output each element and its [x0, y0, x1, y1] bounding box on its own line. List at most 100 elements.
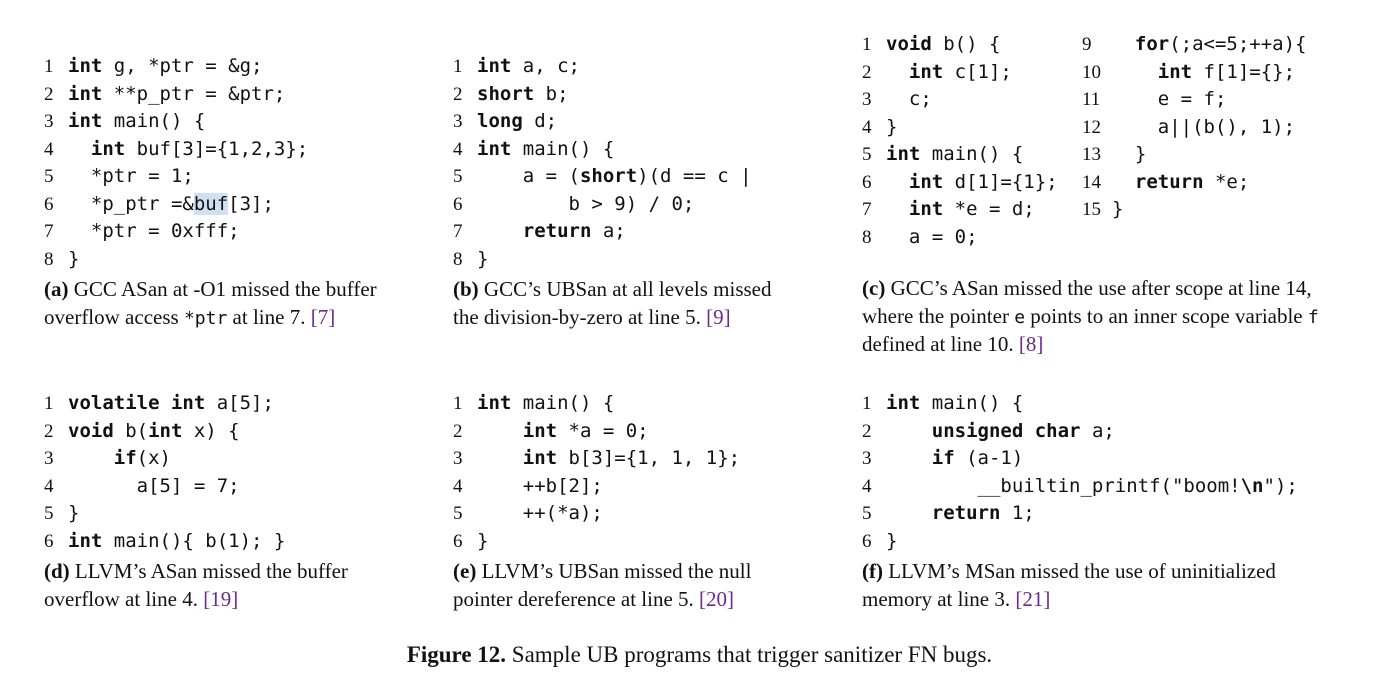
code-text: (;a<=5;++a){: [1169, 33, 1307, 55]
code-keyword: return: [522, 220, 592, 242]
code-text: c;: [886, 88, 932, 110]
citation-link[interactable]: [9]: [706, 304, 731, 329]
code-keyword: int: [522, 447, 558, 469]
code-keyword: long: [477, 110, 523, 132]
code-text: a = (: [477, 165, 580, 187]
line-number: 4: [453, 475, 463, 497]
panel-c: 1 void b() {2 int c[1]; 3 c; 4} 5 int main() …: [862, 31, 1322, 359]
code-text: 1;: [1000, 502, 1035, 524]
citation-link[interactable]: [21]: [1015, 586, 1051, 611]
line-number: 7: [44, 221, 54, 242]
code-line: 7 return a;: [453, 218, 793, 246]
line-number: 6: [453, 530, 463, 552]
code-text: g, *ptr = &g;: [102, 55, 263, 77]
line-number: 5: [44, 166, 54, 187]
code-line: 1 int a, c;: [453, 53, 793, 81]
code-text: f[1]={};: [1192, 60, 1296, 83]
code-keyword: int: [68, 55, 103, 77]
code-text: a[5] = 7;: [68, 474, 240, 497]
code-keyword: short: [579, 165, 638, 187]
code-text: }: [68, 502, 80, 524]
line-number: 2: [453, 83, 463, 105]
code-text: *ptr = 0xfff;: [68, 220, 240, 242]
line-number: 15: [1082, 199, 1101, 220]
code-text: main() {: [920, 392, 1024, 414]
caption-e: (e) LLVM’s UBSan missed the null pointer…: [453, 558, 793, 613]
line-number: 5: [453, 503, 463, 524]
line-number: 14: [1082, 171, 1101, 193]
code-keyword: return: [931, 502, 1001, 524]
code-line: 3 int main() {: [44, 108, 404, 136]
line-number: 1: [44, 393, 54, 414]
citation-link[interactable]: [20]: [699, 586, 735, 611]
code-text: [1112, 171, 1135, 193]
code-text: [886, 61, 909, 83]
code-line: 2 int c[1];: [862, 59, 1058, 87]
code-text: *a = 0;: [557, 419, 649, 442]
panel-a: 1 int g, *ptr = &g; 2 int **p_ptr = &ptr; 3 i…: [44, 53, 404, 332]
code-listing-d: 1 volatile int a[5]; 2 void b(int x) {3 if(…: [44, 390, 384, 555]
code-text: *ptr = 1;: [68, 165, 194, 187]
line-number: 6: [453, 193, 463, 215]
code-text: [886, 198, 909, 220]
code-line: 3 if (a-1): [862, 445, 1322, 473]
code-line: 1 void b() {: [862, 31, 1058, 59]
caption-b-text: GCC’s UBSan at all levels missed the div…: [453, 277, 772, 329]
code-line: 2 short b;: [453, 81, 793, 109]
code-line: 3 long d;: [453, 108, 793, 136]
line-number: 6: [44, 193, 54, 215]
code-line: 2 int *a = 0;: [453, 418, 793, 446]
code-text: (a-1): [954, 447, 1024, 469]
code-line: 4 int buf[3]={1,2,3};: [44, 136, 404, 164]
code-keyword: int: [522, 419, 558, 442]
code-keyword: void: [886, 33, 932, 55]
code-keyword: short: [477, 82, 535, 105]
line-number: 5: [44, 503, 54, 524]
caption-text: at line 7.: [227, 304, 311, 329]
line-number: 7: [862, 199, 872, 220]
code-line: 2 unsigned char a;: [862, 418, 1322, 446]
code-line: 4}: [862, 114, 1058, 142]
line-number: 6: [862, 530, 872, 552]
citation-link[interactable]: [7]: [310, 304, 336, 329]
line-number: 4: [44, 138, 54, 160]
line-number: 8: [862, 226, 872, 248]
code-line: 3 if(x): [44, 445, 384, 473]
code-line: 8}: [453, 246, 793, 274]
code-text: b;: [534, 82, 569, 105]
line-number: 12: [1082, 116, 1101, 138]
code-text: }: [1112, 198, 1124, 220]
figure-label: Figure 12.: [406, 642, 507, 667]
code-keyword: if: [113, 447, 137, 469]
code-line: 5 int main() {: [862, 141, 1058, 169]
line-number: 2: [862, 420, 872, 442]
line-number: 4: [44, 475, 54, 497]
code-line: 4 a[5] = 7;: [44, 473, 384, 501]
code-text: [477, 447, 523, 469]
code-text: *p_ptr =&: [68, 192, 194, 215]
code-line: 7 int *e = d;: [862, 196, 1058, 224]
caption-text: LLVM’s MSan missed the use of uninitiali…: [862, 559, 1276, 611]
code-line: 5 ++(*a);: [453, 500, 793, 528]
inline-code: *ptr: [183, 307, 228, 329]
code-keyword: return: [1134, 170, 1204, 193]
caption-text: LLVM’s ASan missed the buffer overflow a…: [44, 559, 348, 611]
code-text: a = 0;: [886, 225, 978, 248]
code-line: 8 a = 0;: [862, 224, 1058, 252]
line-number: 3: [44, 111, 54, 132]
citation-link[interactable]: [19]: [203, 586, 239, 611]
code-listing-c-right: 9 for(;a<=5;++a){10 int f[1]={}; 11 e = f…: [1082, 31, 1307, 224]
figure-caption: Figure 12. Sample UB programs that trigg…: [0, 642, 1399, 668]
code-line: 9 for(;a<=5;++a){: [1082, 31, 1307, 59]
code-keyword: int: [68, 82, 103, 105]
code-text: [1112, 33, 1135, 55]
line-number: 1: [862, 393, 872, 414]
code-text: d[1]={1};: [943, 170, 1058, 193]
panel-f: 1 int main() {2 unsigned char a; 3 if (a-1…: [862, 390, 1322, 613]
citation-link[interactable]: [8]: [1018, 332, 1044, 356]
line-number: 3: [44, 448, 54, 469]
code-line: 5 a = (short)(d == c |: [453, 163, 793, 191]
code-line: 8}: [44, 246, 404, 274]
code-keyword: int: [1157, 60, 1193, 83]
code-line: 6 int main(){ b(1); }: [44, 528, 384, 556]
